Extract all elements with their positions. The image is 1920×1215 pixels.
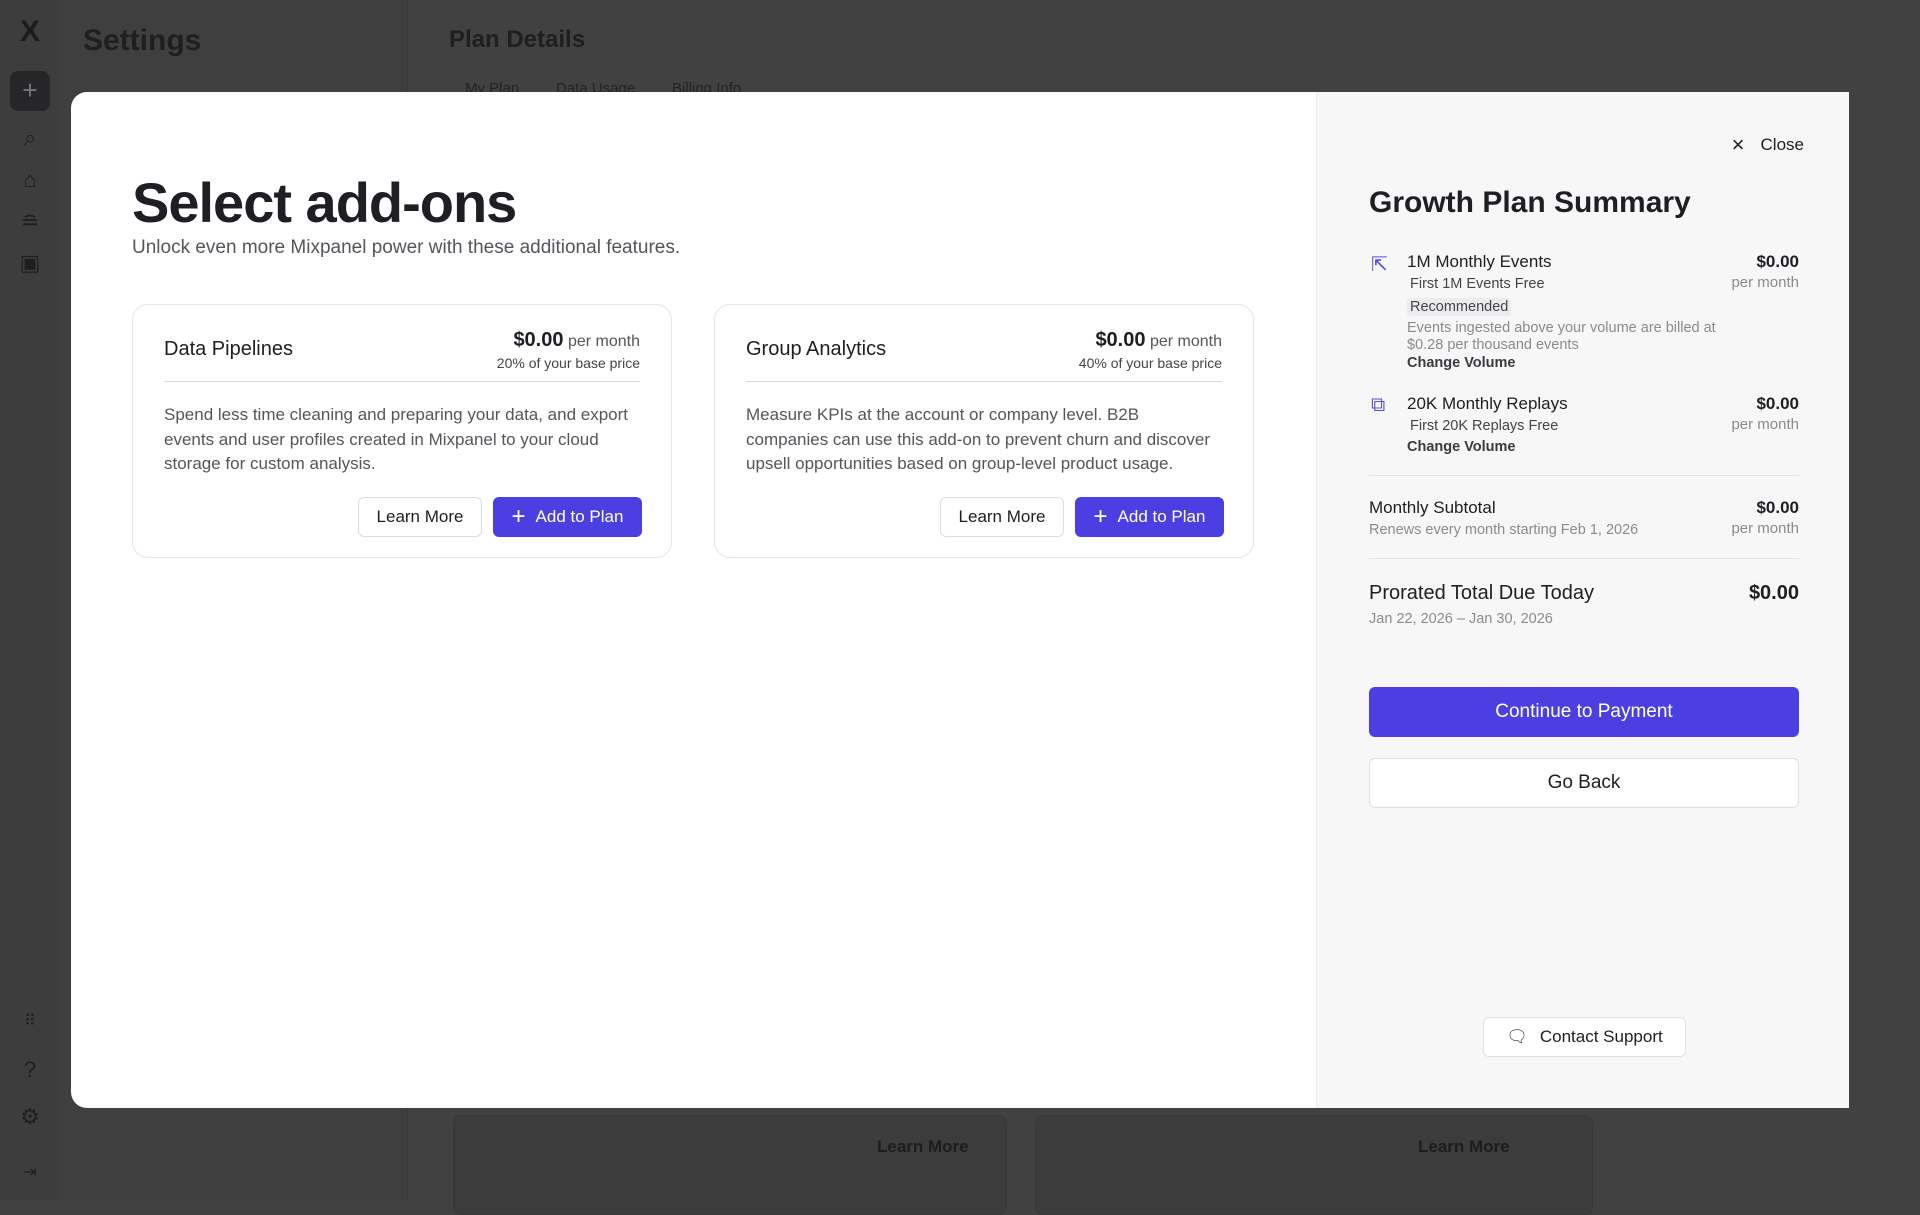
divider — [164, 381, 640, 382]
chat-icon: 🗨 — [1506, 1027, 1528, 1046]
subtotal-period: per month — [1731, 520, 1799, 537]
settings-title: Settings — [83, 24, 202, 57]
card-title: Group Analytics — [746, 338, 887, 360]
change-volume-link[interactable]: Change Volume — [1407, 355, 1516, 371]
home-icon[interactable]: ⌂ — [23, 167, 37, 192]
plus-icon: + — [511, 503, 526, 530]
subtotal-label: Monthly Subtotal — [1369, 498, 1496, 517]
plan-summary-panel: × Close Growth Plan Summary ⇱ 1M Monthly … — [1316, 92, 1849, 1108]
modal-title: Select add-ons — [132, 171, 517, 234]
card-price-note: 20% of your base price — [496, 355, 640, 371]
search-icon[interactable]: ⌕ — [23, 125, 37, 150]
help-icon[interactable]: ? — [23, 1057, 37, 1082]
mixpanel-logo[interactable]: X — [19, 15, 40, 48]
contact-support-button[interactable]: 🗨 Contact Support — [1483, 1017, 1686, 1057]
recommended-badge: Recommended — [1407, 298, 1512, 316]
item-period: per month — [1731, 416, 1799, 433]
collapse-icon[interactable]: ⇥ — [23, 1164, 37, 1181]
add-ons-modal: Select add-ons Unlock even more Mixpanel… — [71, 92, 1849, 1108]
item-free: First 20K Replays Free — [1410, 418, 1559, 434]
go-back-button[interactable]: Go Back — [1369, 758, 1799, 808]
plus-icon[interactable]: + — [10, 71, 50, 111]
card-price-note: 40% of your base price — [1078, 355, 1222, 371]
item-free: First 1M Events Free — [1410, 276, 1545, 292]
divider — [1369, 475, 1799, 476]
item-period: per month — [1731, 274, 1799, 291]
card-description: Measure KPIs at the account or company l… — [746, 405, 1210, 473]
card-price: $0.00 per month — [1095, 329, 1222, 351]
card-price: $0.00 per month — [513, 329, 640, 351]
bg-learn-more[interactable]: Learn More — [1418, 1137, 1510, 1156]
left-rail: X + ⌕ ⌂ ≘ ▣ ⠿ ? ⚙ ⇥ — [0, 0, 60, 1200]
item-amount: $0.00 — [1756, 394, 1799, 413]
replay-icon: ⧉ — [1371, 394, 1386, 416]
bg-card — [1035, 1115, 1593, 1215]
item-note: Events ingested above your volume are bi… — [1407, 320, 1716, 336]
add-to-plan-button[interactable]: + Add to Plan — [493, 497, 642, 537]
prorated-label: Prorated Total Due Today — [1369, 582, 1594, 604]
card-title: Data Pipelines — [164, 338, 293, 360]
subtotal-amount: $0.00 — [1756, 498, 1799, 517]
learn-more-button[interactable]: Learn More — [940, 497, 1064, 537]
gear-icon[interactable]: ⚙ — [20, 1104, 40, 1129]
card-description: Spend less time cleaning and preparing y… — [164, 405, 629, 473]
divider — [746, 381, 1222, 382]
addon-card-data-pipelines: Data Pipelines $0.00 per month 20% of yo… — [132, 304, 672, 558]
modal-subtitle: Unlock even more Mixpanel power with the… — [132, 237, 681, 258]
plus-icon: + — [1093, 503, 1108, 530]
database-icon[interactable]: ≘ — [20, 209, 40, 234]
item-note: $0.28 per thousand events — [1407, 337, 1579, 353]
apps-grid-icon[interactable]: ⠿ — [24, 1013, 36, 1030]
continue-to-payment-button[interactable]: Continue to Payment — [1369, 687, 1799, 737]
change-volume-link[interactable]: Change Volume — [1407, 439, 1516, 455]
subtotal-note: Renews every month starting Feb 1, 2026 — [1369, 522, 1639, 538]
plan-details-title: Plan Details — [449, 26, 586, 53]
addon-card-group-analytics: Group Analytics $0.00 per month 40% of y… — [714, 304, 1254, 558]
prorated-dates: Jan 22, 2026 – Jan 30, 2026 — [1369, 611, 1553, 627]
item-name: 1M Monthly Events — [1407, 252, 1552, 271]
replay-icon[interactable]: ▣ — [19, 250, 41, 275]
cursor-click-icon: ⇱ — [1371, 254, 1388, 276]
bg-learn-more[interactable]: Learn More — [877, 1137, 969, 1156]
add-to-plan-button[interactable]: + Add to Plan — [1075, 497, 1224, 537]
divider — [1369, 558, 1799, 559]
summary-title: Growth Plan Summary — [1369, 186, 1691, 219]
close-icon: × — [1731, 132, 1745, 157]
learn-more-button[interactable]: Learn More — [358, 497, 482, 537]
item-name: 20K Monthly Replays — [1407, 394, 1568, 413]
item-amount: $0.00 — [1756, 252, 1799, 271]
bg-card — [453, 1115, 1007, 1215]
close-button[interactable]: × Close — [1731, 132, 1804, 157]
prorated-amount: $0.00 — [1748, 582, 1799, 604]
